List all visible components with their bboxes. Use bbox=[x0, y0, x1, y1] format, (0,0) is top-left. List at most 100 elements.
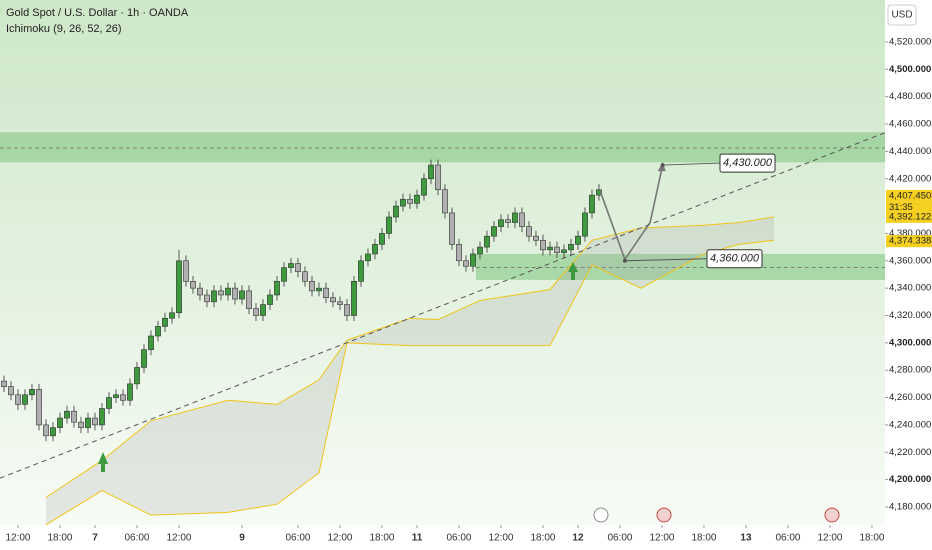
x-tick-label: 06:00 bbox=[446, 533, 471, 544]
y-tick-label: 4,340.000 bbox=[889, 283, 931, 294]
annotation-point bbox=[622, 258, 627, 263]
annotation-label: 4,430.000 bbox=[723, 157, 773, 169]
x-tick-label: 06:00 bbox=[285, 533, 310, 544]
x-tick-label: 13 bbox=[740, 533, 752, 544]
candle-body bbox=[470, 253, 476, 267]
candle-body bbox=[351, 281, 357, 316]
x-tick-label: 11 bbox=[412, 533, 423, 544]
candle-body bbox=[1, 380, 7, 387]
annotation-line bbox=[662, 162, 721, 166]
candle-body bbox=[477, 246, 483, 255]
candle-body bbox=[428, 164, 434, 180]
y-tick-label: 4,520.000 bbox=[889, 36, 931, 47]
candle-body bbox=[43, 424, 49, 437]
countdown-box bbox=[886, 201, 932, 213]
y-tick-label: 4,200.000 bbox=[889, 474, 931, 485]
candle-body bbox=[323, 287, 329, 299]
x-tick-label: 12:00 bbox=[488, 533, 513, 544]
y-tick-label: 4,460.000 bbox=[889, 119, 931, 130]
candle-body bbox=[169, 312, 175, 319]
candle-body bbox=[288, 263, 294, 268]
y-tick-label: 4,440.000 bbox=[889, 146, 931, 157]
annotation-point bbox=[660, 163, 665, 168]
price-label: 4,392.122 bbox=[889, 211, 931, 222]
candle-body bbox=[106, 397, 112, 409]
event-icon[interactable] bbox=[593, 507, 609, 523]
candle-body bbox=[491, 226, 497, 237]
candle-body bbox=[540, 239, 546, 251]
candle-body bbox=[64, 410, 70, 419]
candle-body bbox=[505, 219, 511, 223]
candle-body bbox=[225, 287, 231, 296]
x-tick-label: 18:00 bbox=[47, 533, 72, 544]
candle-body bbox=[386, 216, 392, 234]
candle-body bbox=[498, 219, 504, 227]
y-tick-label: 4,240.000 bbox=[889, 419, 931, 430]
candle-body bbox=[204, 294, 210, 303]
x-tick-label: 18:00 bbox=[530, 533, 555, 544]
projection-path bbox=[598, 164, 664, 262]
y-tick-label: 4,300.000 bbox=[889, 337, 931, 348]
candle-body bbox=[15, 394, 21, 405]
candle-body bbox=[295, 263, 301, 273]
candle-body bbox=[162, 317, 168, 327]
currency-button[interactable] bbox=[887, 4, 917, 26]
candle-body bbox=[512, 212, 518, 223]
y-tick-label: 4,360.000 bbox=[889, 255, 931, 266]
signal-arrow bbox=[568, 262, 578, 280]
candle-body bbox=[442, 189, 448, 214]
y-tick-label: 4,280.000 bbox=[889, 365, 931, 376]
candle-body bbox=[218, 290, 224, 296]
x-tick-label: 06:00 bbox=[775, 533, 800, 544]
x-tick-label: 06:00 bbox=[607, 533, 632, 544]
trendline bbox=[0, 131, 887, 479]
candle-body bbox=[141, 349, 147, 368]
candle-body bbox=[260, 304, 266, 316]
candle-body bbox=[449, 212, 455, 245]
event-icon[interactable] bbox=[656, 507, 672, 523]
cloud-span-b bbox=[45, 239, 775, 526]
price-axis-background bbox=[885, 0, 932, 550]
event-icon[interactable] bbox=[824, 507, 840, 523]
candle-body bbox=[526, 226, 532, 237]
candle-body bbox=[519, 212, 525, 227]
candle-body bbox=[330, 297, 336, 303]
x-tick-label: 12:00 bbox=[166, 533, 191, 544]
x-tick-label: 18:00 bbox=[691, 533, 716, 544]
candle-body bbox=[78, 421, 84, 428]
annotation-box bbox=[719, 153, 776, 173]
candle-body bbox=[197, 287, 203, 296]
price-label: 4,407.450 bbox=[889, 190, 931, 201]
candle-body bbox=[379, 233, 385, 245]
candle-body bbox=[8, 386, 14, 396]
candle-body bbox=[148, 335, 154, 350]
candle-body bbox=[421, 178, 427, 196]
x-tick-label: 06:00 bbox=[124, 533, 149, 544]
candle-body bbox=[456, 244, 462, 262]
candle-body bbox=[309, 281, 315, 292]
candle-body bbox=[281, 267, 287, 282]
candle-body bbox=[596, 189, 602, 196]
annotation-line bbox=[624, 258, 708, 262]
candle-body bbox=[267, 294, 273, 305]
candle-body bbox=[358, 260, 364, 282]
candle-body bbox=[155, 326, 161, 337]
candle-body bbox=[575, 235, 581, 245]
candle-body bbox=[57, 417, 63, 428]
candle-body bbox=[393, 205, 399, 218]
candle-body bbox=[533, 235, 539, 241]
price-label-box bbox=[886, 189, 932, 202]
candle-body bbox=[274, 281, 280, 296]
x-tick-label: 9 bbox=[239, 533, 245, 544]
candle-body bbox=[302, 271, 308, 282]
candle-body bbox=[176, 260, 182, 314]
candle-body bbox=[113, 394, 119, 398]
candle-body bbox=[211, 290, 217, 303]
price-label: 4,374.338 bbox=[889, 236, 931, 247]
candle-body bbox=[253, 308, 259, 316]
y-tick-label: 4,380.000 bbox=[889, 228, 931, 239]
candle-body bbox=[92, 417, 98, 426]
candle-body bbox=[435, 164, 441, 190]
candle-body bbox=[239, 290, 245, 300]
candle-body bbox=[246, 290, 252, 309]
